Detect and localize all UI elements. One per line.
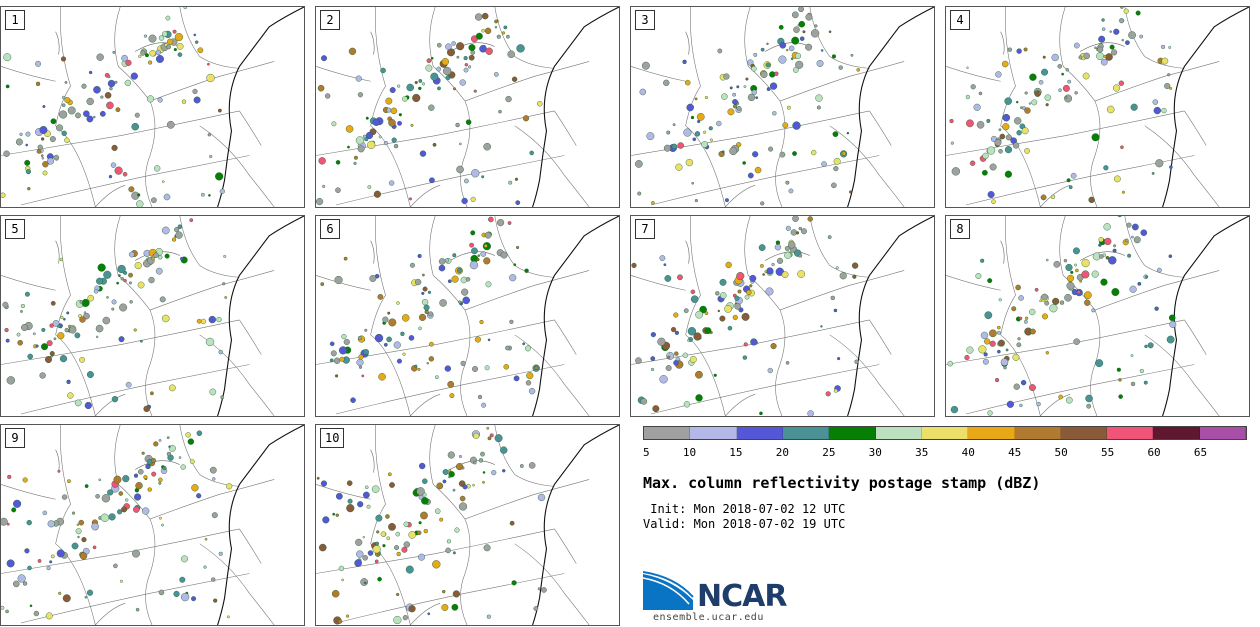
colorbar-tick-label: 15 bbox=[729, 446, 743, 459]
reflectivity-map-5 bbox=[1, 216, 304, 416]
colorbar-tick-label: 35 bbox=[915, 446, 929, 459]
colorbar-tick-label: 65 bbox=[1193, 446, 1208, 459]
member-number-label: 10 bbox=[320, 428, 345, 448]
figure-title: Max. column reflectivity postage stamp (… bbox=[643, 474, 1041, 492]
ensemble-member-panel-10: 10 bbox=[315, 424, 620, 626]
reflectivity-map-3 bbox=[631, 7, 934, 207]
ensemble-member-panel-6: 6 bbox=[315, 215, 620, 417]
ensemble-member-panel-7: 7 bbox=[630, 215, 935, 417]
colorbar-segment-1 bbox=[690, 427, 737, 439]
ensemble-member-panel-1: 1 bbox=[0, 6, 305, 208]
ensemble-member-panel-5: 5 bbox=[0, 215, 305, 417]
member-number-label: 1 bbox=[5, 10, 25, 30]
reflectivity-map-8 bbox=[946, 216, 1249, 416]
ensemble-member-panel-8: 8 bbox=[945, 215, 1250, 417]
member-number-label: 2 bbox=[320, 10, 340, 30]
reflectivity-map-2 bbox=[316, 7, 619, 207]
colorbar-segment-5 bbox=[875, 427, 922, 439]
colorbar-tick-label: 55 bbox=[1100, 446, 1115, 459]
colorbar-segment-2 bbox=[736, 427, 783, 439]
valid-time: Valid: Mon 2018-07-02 19 UTC bbox=[643, 517, 846, 531]
colorbar-segment-4 bbox=[829, 427, 876, 439]
reflectivity-map-9 bbox=[1, 425, 304, 625]
colorbar-tick-label: 20 bbox=[775, 446, 789, 459]
member-number-label: 8 bbox=[950, 219, 970, 239]
member-number-label: 9 bbox=[5, 428, 25, 448]
reflectivity-map-1 bbox=[1, 7, 304, 207]
reflectivity-map-4 bbox=[946, 7, 1249, 207]
reflectivity-map-6 bbox=[316, 216, 619, 416]
colorbar-segment-6 bbox=[921, 427, 969, 439]
colorbar-tick-label: 5 bbox=[643, 446, 650, 459]
member-number-label: 7 bbox=[635, 219, 655, 239]
colorbar-tick-label: 60 bbox=[1147, 446, 1161, 459]
member-number-label: 6 bbox=[320, 219, 340, 239]
ensemble-member-panel-4: 4 bbox=[945, 6, 1250, 208]
member-number-label: 4 bbox=[950, 10, 970, 30]
colorbar-tick-label: 45 bbox=[1008, 446, 1022, 459]
colorbar-segment-12 bbox=[1199, 427, 1247, 439]
colorbar-segment-10 bbox=[1107, 427, 1154, 439]
logo-wordmark: NCAR bbox=[697, 579, 787, 614]
ensemble-member-panel-2: 2 bbox=[315, 6, 620, 208]
logo-url: ensemble.ucar.edu bbox=[653, 612, 764, 623]
colorbar-tick-label: 10 bbox=[682, 446, 697, 459]
colorbar-tick-label: 50 bbox=[1054, 446, 1068, 459]
ensemble-member-panel-3: 3 bbox=[630, 6, 935, 208]
ncar-logo-icon bbox=[643, 571, 694, 610]
colorbar-tick-label: 25 bbox=[822, 446, 836, 459]
member-number-label: 5 bbox=[5, 219, 25, 239]
reflectivity-colorbar bbox=[643, 426, 1247, 440]
reflectivity-map-10 bbox=[316, 425, 619, 625]
reflectivity-map-7 bbox=[631, 216, 934, 416]
colorbar-segment-11 bbox=[1153, 427, 1200, 439]
colorbar-segment-7 bbox=[968, 427, 1015, 439]
colorbar-tick-label: 40 bbox=[961, 446, 975, 459]
colorbar-segment-0 bbox=[644, 427, 691, 439]
colorbar-segment-9 bbox=[1060, 427, 1108, 439]
ensemble-member-panel-9: 9 bbox=[0, 424, 305, 626]
colorbar-tick-labels: 5 10 15 20 25 30 35 40 45 50 55 60 65 bbox=[643, 446, 1247, 460]
colorbar-segment-3 bbox=[782, 427, 830, 439]
colorbar-tick-label: 30 bbox=[868, 446, 882, 459]
colorbar-segment-8 bbox=[1014, 427, 1061, 439]
init-time: Init: Mon 2018-07-02 12 UTC bbox=[643, 502, 846, 516]
member-number-label: 3 bbox=[635, 10, 655, 30]
